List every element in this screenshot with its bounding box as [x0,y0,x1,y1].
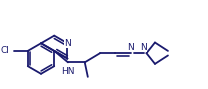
Text: N: N [64,39,71,48]
Text: N: N [140,43,147,52]
Text: Cl: Cl [1,46,10,55]
Text: HN: HN [61,67,75,76]
Text: N: N [127,43,134,52]
